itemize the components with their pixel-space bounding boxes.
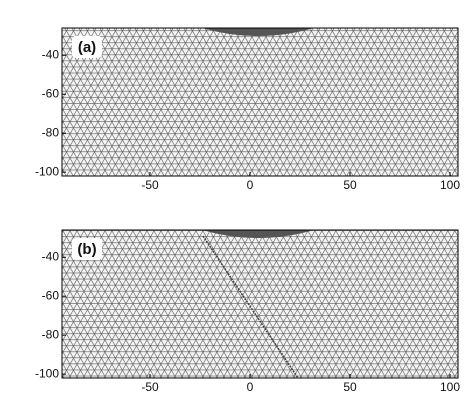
x-tick-label: -50 [141,380,159,394]
panel-label-box [72,36,102,58]
x-tick-label: 100 [440,178,460,192]
y-tick-label: -100 [35,164,59,178]
panel: -50 0 50 100 -40 -60 -80 -100 (b) [35,229,460,394]
x-tick-label: 100 [440,380,460,394]
y-tick-label: -60 [42,86,60,100]
mesh-lines [62,28,458,176]
x-tick-label: -50 [141,178,159,192]
plot-frame [61,27,459,177]
y-tick-label: -100 [35,366,59,380]
indenter [202,28,314,36]
y-tick-label: -40 [42,47,60,61]
panel-label: (a) [78,39,96,56]
x-tick-label: 0 [247,178,254,192]
panel: -50 0 50 100 -40 -60 -80 -100 (a) [35,27,460,192]
x-tick-label: 0 [247,380,254,394]
plot-frame [61,229,459,379]
y-tick-label: -80 [42,327,60,341]
x-tick-label: 50 [343,178,357,192]
mesh-lines [62,230,458,378]
y-tick-label: -40 [42,249,60,263]
x-tick-label: 50 [343,380,357,394]
panel-label: (b) [77,241,96,258]
indenter [202,230,314,238]
y-tick-label: -80 [42,125,60,139]
panel-label-box [72,238,102,260]
shear-band [202,235,299,379]
y-tick-label: -60 [42,288,60,302]
